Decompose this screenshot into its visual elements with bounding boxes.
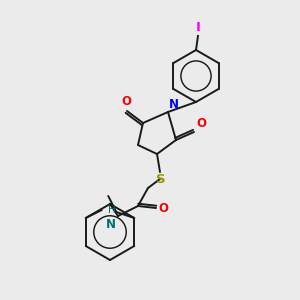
Text: O: O bbox=[121, 95, 131, 108]
Text: N: N bbox=[106, 218, 116, 231]
Text: S: S bbox=[156, 173, 166, 186]
Text: O: O bbox=[158, 202, 168, 215]
Text: O: O bbox=[196, 117, 206, 130]
Text: N: N bbox=[169, 98, 179, 111]
Text: I: I bbox=[196, 21, 200, 34]
Text: H: H bbox=[108, 205, 116, 215]
